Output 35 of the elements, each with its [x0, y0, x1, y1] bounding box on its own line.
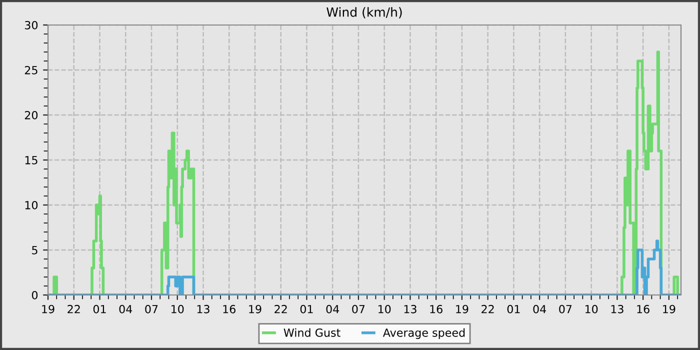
y-tick-label: 15	[25, 156, 38, 164]
x-tick-label: 13	[404, 304, 416, 314]
x-tick-label: 19	[456, 304, 468, 314]
x-tick-label: 16	[637, 304, 650, 314]
x-tick-label: 01	[300, 304, 313, 314]
x-tick-label: 22	[274, 304, 287, 314]
x-tick-label: 13	[197, 304, 210, 314]
y-tick-label: 25	[24, 66, 38, 74]
chart-title: Wind (km/h)	[326, 7, 402, 18]
y-tick-label: 10	[25, 200, 38, 210]
x-tick-label: 04	[326, 304, 340, 314]
x-tick-label: 16	[223, 304, 236, 314]
x-tick-label: 10	[378, 304, 391, 314]
legend-label: Average speed	[382, 328, 465, 339]
x-tick-label: 10	[172, 304, 184, 314]
y-tick-label: 0	[32, 290, 38, 300]
x-tick-label: 07	[352, 304, 365, 314]
x-tick-label: 04	[533, 304, 546, 314]
x-tick-label: 07	[559, 304, 572, 314]
x-tick-label: 22	[482, 304, 494, 314]
x-tick-label: 04	[119, 304, 132, 314]
x-tick-label: 10	[585, 304, 598, 314]
x-tick-label: 16	[430, 304, 442, 314]
y-tick-label: 5	[32, 246, 38, 254]
x-tick-label: 22	[68, 304, 80, 314]
legend-label: Wind Gust	[284, 328, 340, 337]
x-tick-label: 07	[145, 304, 158, 314]
x-tick-label: 01	[507, 304, 520, 314]
x-tick-label: 19	[663, 304, 676, 314]
y-tick-label: 30	[24, 20, 38, 30]
y-tick-label: 20	[24, 110, 38, 120]
x-tick-label: 19	[249, 304, 262, 314]
x-tick-label: 19	[42, 304, 54, 314]
x-tick-label: 13	[611, 304, 624, 314]
x-tick-label: 01	[93, 304, 106, 314]
